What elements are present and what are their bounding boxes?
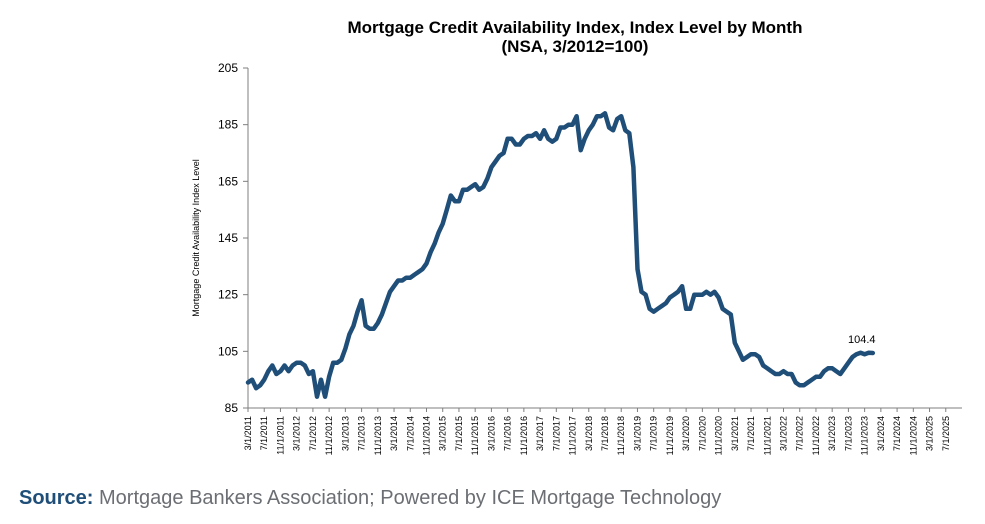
x-tick-label: 11/1/2020 [714, 416, 724, 455]
y-tick-label: 145 [218, 231, 238, 245]
x-tick-label: 11/1/2015 [470, 416, 480, 455]
chart-subtitle: (NSA, 3/2012=100) [501, 37, 649, 56]
y-tick-label: 125 [218, 288, 238, 302]
x-tick-label: 7/1/2023 [843, 416, 853, 451]
x-tick-label: 11/1/2022 [811, 416, 821, 455]
x-tick-label: 3/1/2022 [779, 416, 789, 451]
source-label: Source: [19, 487, 94, 509]
x-tick-label: 11/1/2011 [275, 416, 285, 455]
series-layer: 104.4 [245, 111, 876, 399]
x-tick-label: 3/1/2013 [340, 416, 350, 451]
chart-title-block: Mortgage Credit Availability Index, Inde… [245, 18, 905, 56]
x-tick-label: 3/1/2016 [486, 416, 496, 451]
x-tick-label: 7/1/2012 [308, 416, 318, 451]
x-tick-label: 11/1/2019 [665, 416, 675, 455]
x-tick-label: 3/1/2017 [535, 416, 545, 451]
x-tick-label: 7/1/2021 [746, 416, 756, 451]
x-tick-label: 7/1/2015 [454, 416, 464, 451]
chart-title: Mortgage Credit Availability Index, Inde… [347, 18, 803, 37]
x-tick-label: 11/1/2017 [568, 416, 578, 455]
y-tick-label: 185 [218, 118, 238, 132]
x-tick-label: 3/1/2011 [243, 416, 253, 450]
x-tick-label: 3/1/2024 [876, 416, 886, 451]
x-tick-label: 11/1/2016 [519, 416, 529, 455]
source-note: Source: Mortgage Bankers Association; Po… [19, 487, 721, 510]
x-tick-label: 7/1/2024 [892, 416, 902, 451]
line-chart: 205 185 165 145 125 105 85 Mortgage Credit Avai… [191, 61, 962, 455]
y-tick-label: 85 [225, 401, 239, 415]
x-tick-label: 7/1/2017 [551, 416, 561, 451]
y-tick-label: 165 [218, 174, 238, 188]
x-tick-label: 11/1/2014 [422, 416, 432, 455]
y-tick-label: 205 [218, 61, 238, 75]
x-tick-label: 3/1/2020 [681, 416, 691, 451]
x-tick-label: 3/1/2023 [827, 416, 837, 451]
x-tick-label: 11/1/2023 [860, 416, 870, 455]
x-tick-label: 3/1/2015 [438, 416, 448, 451]
x-tick-label: 7/1/2014 [405, 416, 415, 451]
source-text: Mortgage Bankers Association; Powered by… [93, 487, 722, 509]
x-tick-label: 3/1/2025 [925, 416, 935, 451]
x-tick-label: 7/1/2019 [649, 416, 659, 451]
x-tick-label: 7/1/2020 [697, 416, 707, 451]
x-tick-label: 11/1/2021 [762, 416, 772, 455]
x-tick-label: 11/1/2013 [373, 416, 383, 455]
series-line [245, 111, 876, 399]
x-tick-label: 11/1/2024 [908, 416, 918, 455]
x-tick-label: 7/1/2016 [503, 416, 513, 451]
x-tick-label: 7/1/2011 [259, 416, 269, 450]
chart-axes: 205 185 165 145 125 105 85 Mortgage Credit Avai… [191, 61, 962, 455]
x-tick-label: 3/1/2014 [389, 416, 399, 451]
x-tick-label: 7/1/2013 [357, 416, 367, 451]
x-tick-label: 11/1/2012 [324, 416, 334, 455]
x-tick-label: 3/1/2021 [730, 416, 740, 451]
y-axis-title: Mortgage Credit Availability Index Level [191, 159, 201, 316]
y-tick-label: 105 [218, 344, 238, 358]
x-tick-label: 3/1/2012 [292, 416, 302, 451]
x-tick-label: 3/1/2019 [632, 416, 642, 451]
last-value-label: 104.4 [848, 334, 876, 346]
x-tick-label: 3/1/2018 [584, 416, 594, 451]
x-tick-label: 11/1/2018 [616, 416, 626, 455]
x-tick-label: 7/1/2022 [795, 416, 805, 451]
x-tick-label: 7/1/2018 [600, 416, 610, 451]
x-tick-label: 7/1/2025 [941, 416, 951, 451]
